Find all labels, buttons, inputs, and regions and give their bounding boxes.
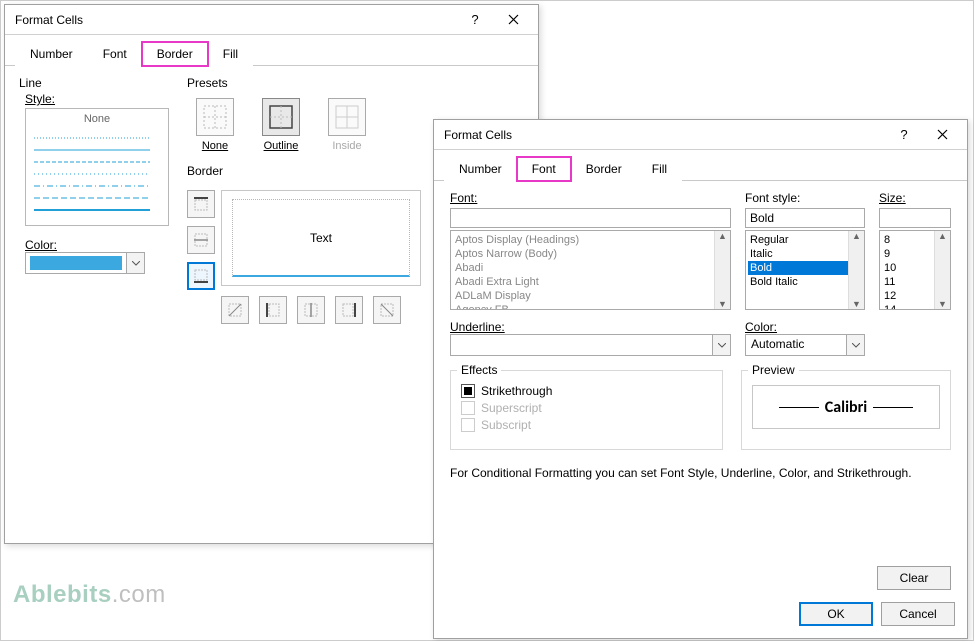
line-style-options[interactable] bbox=[32, 132, 162, 221]
checkbox-box bbox=[461, 418, 475, 432]
window-title: Format Cells bbox=[15, 13, 456, 27]
checkbox-label: Subscript bbox=[481, 418, 531, 432]
format-cells-dialog-font: Format Cells ? Number Font Border Fill F… bbox=[433, 119, 968, 639]
list-item[interactable]: Abadi bbox=[453, 261, 728, 275]
border-diag-up-button[interactable] bbox=[373, 296, 401, 324]
list-item[interactable]: Aptos Display (Headings) bbox=[453, 233, 728, 247]
list-item[interactable]: Bold Italic bbox=[748, 275, 862, 289]
style-label: Style: bbox=[25, 92, 169, 106]
border-right-button[interactable] bbox=[335, 296, 363, 324]
size-listbox[interactable]: 8910111214 ▲▼ bbox=[879, 230, 951, 310]
tab-strip: Number Font Border Fill bbox=[5, 35, 538, 66]
preset-none-label: None bbox=[202, 140, 228, 152]
size-input[interactable] bbox=[879, 208, 951, 228]
color-label: Color: bbox=[25, 238, 169, 252]
list-item[interactable]: Agency FB bbox=[453, 303, 728, 310]
list-item[interactable]: Abadi Extra Light bbox=[453, 275, 728, 289]
list-item[interactable]: Aptos Narrow (Body) bbox=[453, 247, 728, 261]
effects-group: Effects StrikethroughSuperscriptSubscrip… bbox=[450, 370, 723, 450]
titlebar: Format Cells ? bbox=[434, 120, 967, 150]
line-color-dropdown[interactable] bbox=[25, 252, 145, 274]
effects-label: Effects bbox=[457, 363, 501, 377]
font-style-input[interactable]: Bold bbox=[745, 208, 865, 228]
border-bottom-button[interactable] bbox=[187, 262, 215, 290]
preset-none[interactable]: None bbox=[191, 98, 239, 152]
font-style-listbox[interactable]: RegularItalicBoldBold Italic ▲▼ bbox=[745, 230, 865, 310]
tab-font[interactable]: Font bbox=[517, 157, 571, 181]
preview-label: Preview bbox=[748, 363, 799, 377]
scrollbar[interactable]: ▲▼ bbox=[714, 231, 730, 309]
cancel-button[interactable]: Cancel bbox=[881, 602, 955, 626]
border-preview: Text bbox=[221, 190, 421, 286]
scrollbar[interactable]: ▲▼ bbox=[934, 231, 950, 309]
clear-button[interactable]: Clear bbox=[877, 566, 951, 590]
tab-strip: Number Font Border Fill bbox=[434, 150, 967, 181]
preset-inside-label: Inside bbox=[332, 140, 361, 152]
border-left-button[interactable] bbox=[259, 296, 287, 324]
color-label: Color: bbox=[745, 320, 777, 334]
border-middle-v-button[interactable] bbox=[297, 296, 325, 324]
checkbox-strikethrough[interactable]: Strikethrough bbox=[461, 384, 712, 398]
help-button[interactable]: ? bbox=[885, 121, 923, 149]
checkbox-subscript: Subscript bbox=[461, 418, 712, 432]
watermark: Ablebits.com bbox=[13, 581, 166, 609]
underline-label: Underline: bbox=[450, 320, 505, 334]
preset-outline[interactable]: Outline bbox=[257, 98, 305, 152]
checkbox-superscript: Superscript bbox=[461, 401, 712, 415]
list-item[interactable]: Bold bbox=[748, 261, 862, 275]
scrollbar[interactable]: ▲▼ bbox=[848, 231, 864, 309]
chevron-down-icon bbox=[846, 335, 864, 355]
list-item[interactable]: Regular bbox=[748, 233, 862, 247]
ok-button[interactable]: OK bbox=[799, 602, 873, 626]
color-dropdown[interactable]: Automatic bbox=[745, 334, 865, 356]
size-label: Size: bbox=[879, 191, 951, 205]
tab-border[interactable]: Border bbox=[571, 157, 637, 181]
list-item[interactable]: Italic bbox=[748, 247, 862, 261]
line-section-label: Line bbox=[19, 76, 169, 90]
border-side-buttons-left bbox=[187, 190, 215, 324]
window-title: Format Cells bbox=[444, 128, 885, 142]
list-item[interactable]: ADLaM Display bbox=[453, 289, 728, 303]
checkbox-box bbox=[461, 401, 475, 415]
color-swatch bbox=[30, 256, 122, 270]
tab-font[interactable]: Font bbox=[88, 42, 142, 66]
line-style-none[interactable]: None bbox=[32, 113, 162, 127]
border-middle-h-button[interactable] bbox=[187, 226, 215, 254]
underline-dropdown[interactable] bbox=[450, 334, 731, 356]
help-button[interactable]: ? bbox=[456, 6, 494, 34]
tab-number[interactable]: Number bbox=[15, 42, 88, 66]
tab-number[interactable]: Number bbox=[444, 157, 517, 181]
titlebar: Format Cells ? bbox=[5, 5, 538, 35]
font-listbox[interactable]: Aptos Display (Headings)Aptos Narrow (Bo… bbox=[450, 230, 731, 310]
tab-border[interactable]: Border bbox=[142, 42, 208, 66]
chevron-down-icon bbox=[126, 253, 144, 273]
border-side-buttons-bottom bbox=[221, 296, 421, 324]
font-label: Font: bbox=[450, 191, 731, 205]
checkbox-label: Superscript bbox=[481, 401, 542, 415]
conditional-note: For Conditional Formatting you can set F… bbox=[450, 466, 951, 480]
font-preview: Calibri bbox=[752, 385, 940, 429]
chevron-down-icon bbox=[712, 335, 730, 355]
font-input[interactable] bbox=[450, 208, 731, 228]
preview-group: Preview Calibri bbox=[741, 370, 951, 450]
checkbox-box bbox=[461, 384, 475, 398]
line-style-list[interactable]: None bbox=[25, 108, 169, 226]
tab-fill[interactable]: Fill bbox=[208, 42, 253, 66]
close-button[interactable] bbox=[494, 6, 532, 34]
font-style-label: Font style: bbox=[745, 191, 865, 205]
tab-fill[interactable]: Fill bbox=[637, 157, 682, 181]
border-top-button[interactable] bbox=[187, 190, 215, 218]
presets-section-label: Presets bbox=[187, 76, 524, 90]
checkbox-label: Strikethrough bbox=[481, 384, 552, 398]
close-button[interactable] bbox=[923, 121, 961, 149]
preset-outline-label: Outline bbox=[264, 140, 299, 152]
preset-inside: Inside bbox=[323, 98, 371, 152]
border-diag-down-button[interactable] bbox=[221, 296, 249, 324]
